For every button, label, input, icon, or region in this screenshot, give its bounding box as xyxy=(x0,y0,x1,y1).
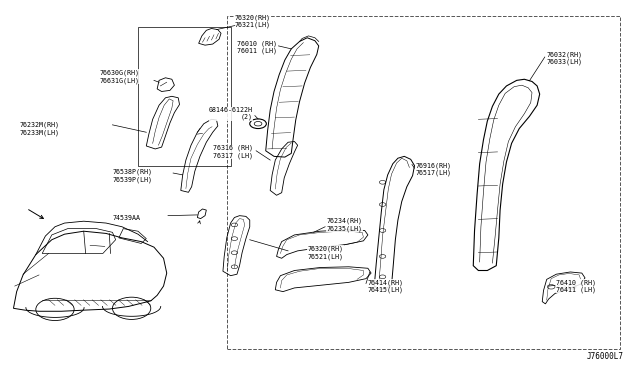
Text: 76032(RH)
76033(LH): 76032(RH) 76033(LH) xyxy=(547,51,582,65)
Text: 76232M(RH)
76233M(LH): 76232M(RH) 76233M(LH) xyxy=(20,122,60,135)
Text: 76234(RH)
76235(LH): 76234(RH) 76235(LH) xyxy=(326,218,362,232)
Text: 76010 (RH)
76011 (LH): 76010 (RH) 76011 (LH) xyxy=(237,40,277,54)
Text: 08146-6122H
(2): 08146-6122H (2) xyxy=(209,107,253,121)
Text: 76414(RH)
76415(LH): 76414(RH) 76415(LH) xyxy=(368,279,404,293)
Text: 76538P(RH)
76539P(LH): 76538P(RH) 76539P(LH) xyxy=(113,169,152,183)
Text: 76630G(RH)
76631G(LH): 76630G(RH) 76631G(LH) xyxy=(100,70,140,84)
Bar xyxy=(138,27,230,166)
Text: 76320(RH)
76521(LH): 76320(RH) 76521(LH) xyxy=(307,246,343,260)
Text: 76916(RH)
76517(LH): 76916(RH) 76517(LH) xyxy=(416,162,452,176)
Text: J76000L7: J76000L7 xyxy=(586,352,623,361)
Bar xyxy=(227,16,620,349)
Text: 76410 (RH)
76411 (LH): 76410 (RH) 76411 (LH) xyxy=(556,279,596,293)
Text: 74539AA: 74539AA xyxy=(113,215,140,221)
Text: 76320(RH)
76321(LH): 76320(RH) 76321(LH) xyxy=(235,14,271,28)
Text: 76316 (RH)
76317 (LH): 76316 (RH) 76317 (LH) xyxy=(213,145,253,159)
